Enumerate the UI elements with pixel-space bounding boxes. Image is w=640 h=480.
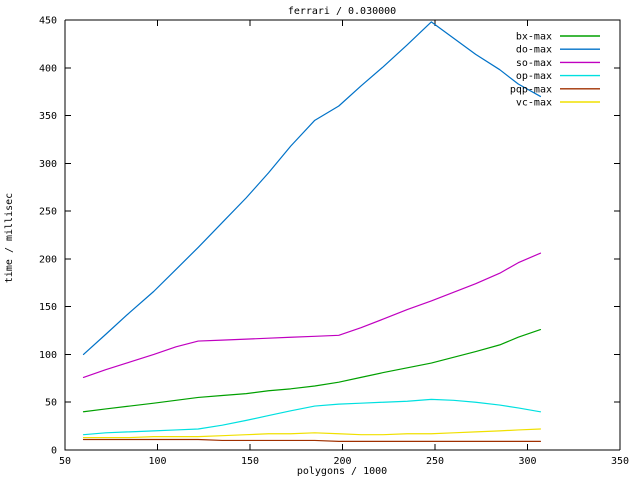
legend: bx-max do-max so-max op-max pqp-max vc-max — [510, 32, 600, 109]
x-tick-label: 300 — [518, 456, 536, 467]
y-tick-label: 400 — [39, 63, 57, 74]
series-line-so-max — [82, 252, 542, 378]
y-tick-label: 450 — [39, 16, 57, 27]
y-tick-label: 350 — [39, 111, 57, 122]
legend-label-pqp-max: pqp-max — [510, 84, 552, 95]
tick-marks — [64, 19, 621, 451]
y-tick-label: 100 — [39, 350, 57, 361]
legend-label-op-max: op-max — [516, 71, 552, 82]
x-axis-label: polygons / 1000 — [297, 466, 387, 477]
y-tick-label: 250 — [39, 207, 57, 218]
series-line-do-max — [82, 21, 542, 356]
y-tick-label: 0 — [51, 446, 57, 457]
x-tick-label: 250 — [426, 456, 444, 467]
x-tick-labels: 50 100 150 200 250 300 350 — [59, 456, 629, 467]
chart-title: ferrari / 0.030000 — [288, 6, 396, 17]
y-tick-label: 300 — [39, 159, 57, 170]
x-tick-label: 150 — [241, 456, 259, 467]
x-tick-label: 200 — [333, 456, 351, 467]
series-line-vc-max — [82, 428, 542, 439]
x-tick-label: 50 — [59, 456, 71, 467]
y-axis-label: time / millisec — [4, 193, 15, 283]
y-tick-label: 50 — [45, 398, 57, 409]
series-line-op-max — [82, 398, 542, 436]
series-line-bx-max — [82, 329, 542, 413]
legend-label-so-max: so-max — [516, 58, 552, 69]
y-tick-label: 150 — [39, 302, 57, 313]
data-series — [82, 21, 542, 442]
y-tick-label: 200 — [39, 254, 57, 265]
legend-label-vc-max: vc-max — [516, 98, 552, 109]
x-tick-label: 100 — [148, 456, 166, 467]
x-tick-label: 350 — [611, 456, 629, 467]
y-tick-labels: 0 50 100 150 200 250 300 350 400 450 — [39, 16, 57, 457]
series-line-pqp-max — [82, 438, 542, 442]
legend-label-bx-max: bx-max — [516, 32, 552, 43]
legend-label-do-max: do-max — [516, 45, 552, 56]
